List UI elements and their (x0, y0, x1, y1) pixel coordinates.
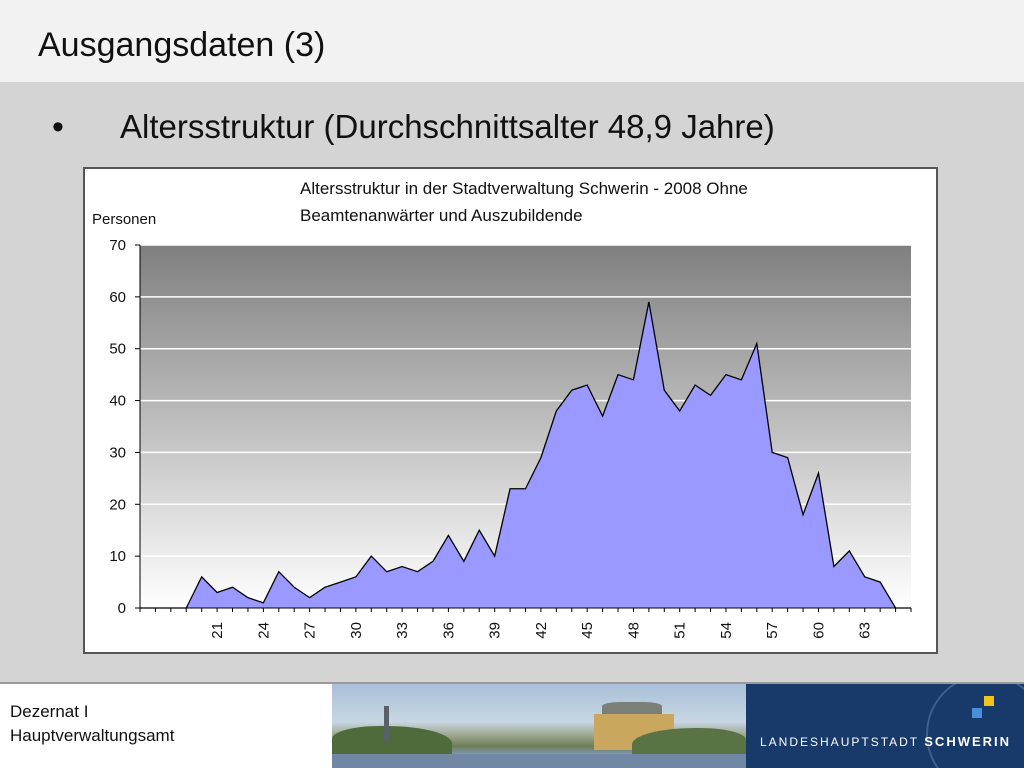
y-tick-label: 30 (109, 444, 126, 461)
x-tick-label: 45 (579, 622, 596, 639)
page-title: Ausgangsdaten (3) (38, 26, 326, 64)
chart-title-line-2: Beamtenanwärter und Auszubildende (300, 206, 583, 225)
x-tick-label: 24 (255, 622, 272, 639)
x-tick-label: 21 (209, 622, 226, 639)
department-line-2: Hauptverwaltungsamt (10, 726, 175, 745)
footer-divider (0, 682, 1024, 684)
y-tick-label: 20 (109, 496, 126, 513)
department-label: Dezernat I Hauptverwaltungsamt (10, 700, 174, 748)
city-brand-banner: LANDESHAUPTSTADT SCHWERIN (746, 684, 1024, 768)
y-tick-label: 60 (109, 289, 126, 306)
logo-square-blue (972, 708, 982, 718)
department-line-1: Dezernat I (10, 702, 89, 721)
trees-left (332, 726, 452, 758)
city-skyline-photo (332, 684, 746, 768)
x-tick-label: 33 (394, 622, 411, 639)
logo-square-yellow (984, 696, 994, 706)
x-tick-label: 36 (440, 622, 457, 639)
seal-outline (926, 684, 1024, 768)
series-line (140, 301, 911, 609)
x-tick-label: 30 (348, 622, 365, 639)
y-tick-label: 70 (109, 237, 126, 254)
x-tick-label: 27 (302, 622, 319, 639)
y-tick-label: 50 (109, 341, 126, 358)
header-bar (0, 0, 1024, 82)
lake-water (332, 754, 746, 768)
x-tick-label: 57 (764, 622, 781, 639)
bullet-symbol: • (52, 108, 64, 146)
x-tick-label: 54 (718, 622, 735, 639)
y-tick-label: 40 (109, 393, 126, 410)
y-axis-label: Personen (92, 211, 156, 228)
age-structure-chart: Altersstruktur in der Stadtverwaltung Sc… (92, 179, 912, 639)
series-area (140, 302, 911, 608)
x-tick-label: 42 (533, 622, 550, 639)
city-brand-text: LANDESHAUPTSTADT SCHWERIN (760, 734, 1011, 749)
chart-frame: Altersstruktur in der Stadtverwaltung Sc… (83, 167, 938, 654)
x-tick-label: 51 (672, 622, 689, 639)
y-tick-label: 10 (109, 548, 126, 565)
chart-title-line-1: Altersstruktur in der Stadtverwaltung Sc… (300, 179, 748, 198)
x-tick-label: 48 (625, 622, 642, 639)
x-tick-label: 63 (857, 622, 874, 639)
castle-roof (602, 702, 662, 716)
trees-right (632, 728, 746, 758)
church-spire (384, 706, 389, 742)
bullet-text: Altersstruktur (Durchschnittsalter 48,9 … (120, 108, 775, 145)
y-tick-label: 0 (118, 600, 126, 617)
brand-city: SCHWERIN (924, 734, 1012, 749)
x-tick-label: 39 (487, 622, 504, 639)
brand-prefix: LANDESHAUPTSTADT (760, 735, 919, 749)
x-tick-label: 60 (810, 622, 827, 639)
